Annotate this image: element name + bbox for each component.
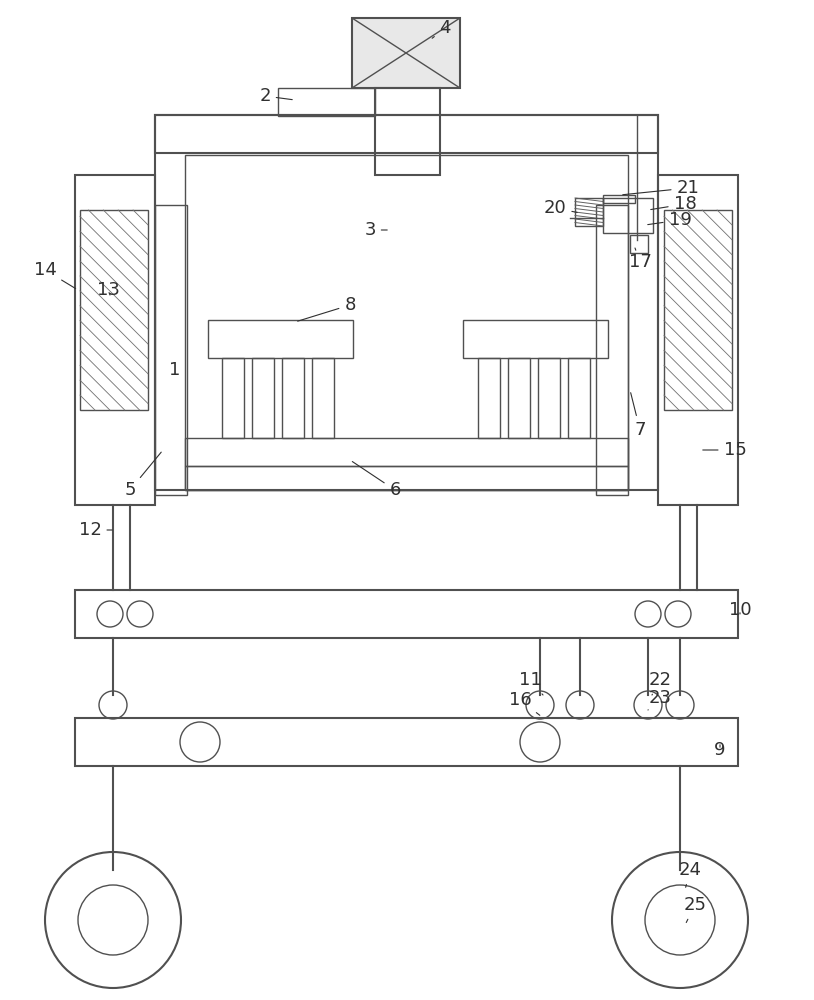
Text: 5: 5 [125, 452, 161, 499]
Text: 18: 18 [650, 195, 696, 213]
Circle shape [634, 691, 662, 719]
Circle shape [566, 691, 594, 719]
Circle shape [97, 601, 123, 627]
Bar [463, 320, 608, 358]
Bar [282, 358, 304, 438]
Bar [478, 358, 500, 438]
Text: 25: 25 [684, 896, 707, 923]
Bar [278, 88, 375, 116]
Text: 16: 16 [509, 691, 540, 715]
Bar [155, 115, 658, 490]
Text: 12: 12 [79, 521, 112, 539]
Text: 6: 6 [352, 462, 400, 499]
Bar [658, 175, 738, 505]
Circle shape [666, 691, 694, 719]
Bar [208, 320, 353, 358]
Bar [75, 175, 155, 505]
Bar [222, 358, 244, 438]
Text: 7: 7 [631, 393, 646, 439]
Text: 23: 23 [648, 689, 672, 710]
Bar [185, 466, 628, 490]
Circle shape [180, 722, 220, 762]
Circle shape [635, 601, 661, 627]
Text: 10: 10 [729, 601, 751, 619]
Circle shape [45, 852, 181, 988]
Circle shape [78, 885, 148, 955]
Text: 14: 14 [33, 261, 76, 289]
Bar [568, 358, 590, 438]
Bar [508, 358, 530, 438]
Text: 22: 22 [649, 671, 672, 695]
Bar [664, 210, 732, 410]
Text: 13: 13 [97, 281, 120, 299]
Text: 21: 21 [623, 179, 699, 197]
Text: 8: 8 [298, 296, 356, 321]
Bar [630, 235, 648, 253]
Circle shape [612, 852, 748, 988]
Bar [538, 358, 560, 438]
Circle shape [127, 601, 153, 627]
Text: 11: 11 [519, 671, 543, 695]
Bar [185, 438, 628, 466]
Bar [596, 205, 628, 495]
Circle shape [665, 601, 691, 627]
Bar [155, 115, 658, 153]
Text: 15: 15 [702, 441, 746, 459]
Bar [155, 205, 187, 495]
Text: 17: 17 [628, 248, 651, 271]
Circle shape [99, 691, 127, 719]
Bar [80, 210, 148, 410]
Text: 3: 3 [364, 221, 387, 239]
Bar [252, 358, 274, 438]
Text: 4: 4 [432, 19, 451, 38]
Text: 19: 19 [648, 211, 691, 229]
Bar [575, 198, 603, 226]
Bar [75, 718, 738, 766]
Text: 2: 2 [259, 87, 292, 105]
Circle shape [526, 691, 554, 719]
Bar [75, 590, 738, 638]
Bar [312, 358, 334, 438]
Bar [185, 155, 628, 490]
Circle shape [520, 722, 560, 762]
Bar [375, 88, 440, 175]
Text: 9: 9 [714, 741, 726, 759]
Text: 20: 20 [544, 199, 577, 217]
Text: 24: 24 [679, 861, 702, 887]
Bar [603, 198, 653, 233]
Bar [352, 18, 460, 88]
Circle shape [645, 885, 715, 955]
Text: 1: 1 [169, 361, 181, 379]
Bar [603, 195, 635, 203]
